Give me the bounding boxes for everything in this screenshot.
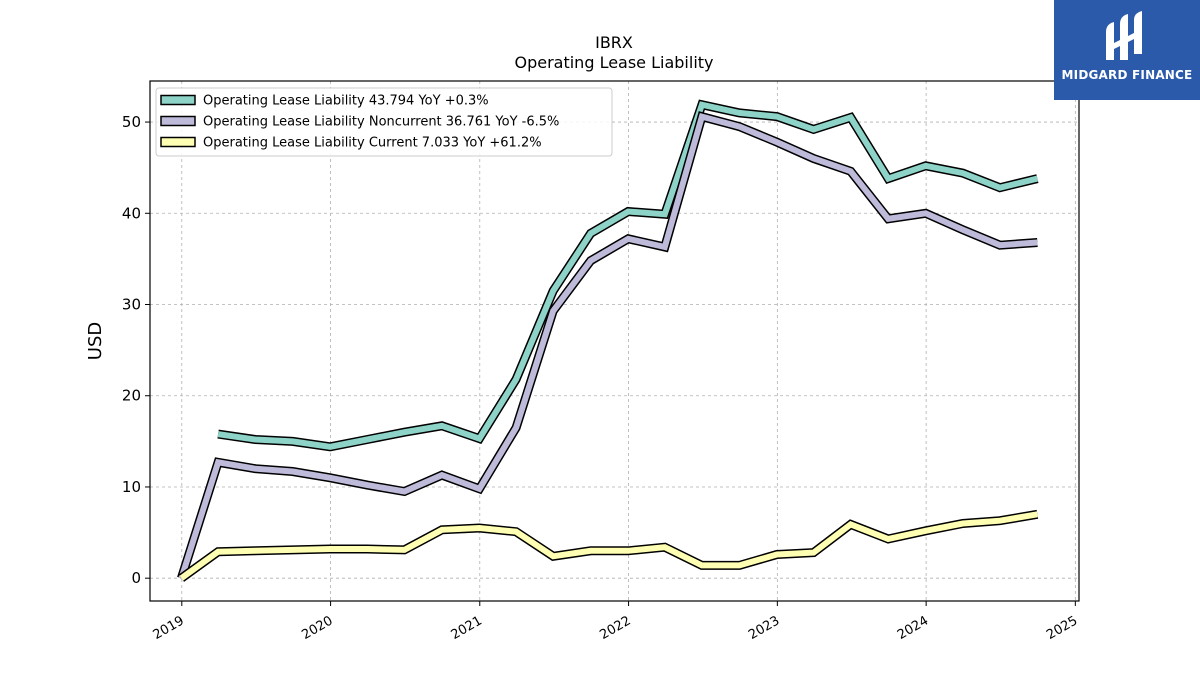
legend-label: Operating Lease Liability Current 7.033 … bbox=[203, 136, 542, 151]
grid-lines bbox=[150, 81, 1079, 601]
series-stroke bbox=[179, 511, 1038, 581]
y-tick-label: 40 bbox=[122, 204, 141, 222]
series-outline bbox=[178, 509, 1039, 582]
series-layer bbox=[177, 99, 1039, 582]
legend-label: Operating Lease Liability Noncurrent 36.… bbox=[203, 115, 559, 130]
series-line-1 bbox=[217, 99, 1039, 452]
y-tick-label: 0 bbox=[131, 569, 141, 587]
y-tick-label: 10 bbox=[122, 478, 141, 496]
legend-swatch bbox=[160, 94, 196, 106]
y-tick-label: 20 bbox=[122, 387, 141, 405]
legend: Operating Lease Liability 43.794 YoY +0.… bbox=[155, 87, 613, 157]
y-axis: 0 10 20 30 40 50 bbox=[122, 113, 150, 587]
series-line-3 bbox=[178, 509, 1039, 582]
logo-text: MIDGARD FINANCE bbox=[1061, 68, 1193, 82]
x-tick-label: 2024 bbox=[895, 613, 931, 643]
y-tick-label: 30 bbox=[122, 296, 141, 314]
midgard-finance-logo: MIDGARD FINANCE bbox=[1054, 0, 1200, 100]
series-stroke bbox=[217, 101, 1039, 450]
x-tick-label: 2020 bbox=[299, 613, 335, 643]
midgard-logo-icon bbox=[1106, 11, 1142, 60]
series-line-2 bbox=[177, 111, 1038, 580]
legend-label: Operating Lease Liability 43.794 YoY +0.… bbox=[203, 94, 489, 109]
y-tick-label: 50 bbox=[122, 113, 141, 131]
x-tick-label: 2021 bbox=[449, 613, 485, 643]
chart-subtitle: Operating Lease Liability bbox=[514, 53, 713, 72]
plot-frame bbox=[149, 80, 1080, 602]
x-tick-label: 2022 bbox=[597, 613, 633, 643]
x-tick-label: 2025 bbox=[1044, 613, 1080, 643]
x-tick-label: 2019 bbox=[151, 613, 187, 643]
legend-swatch bbox=[160, 136, 196, 148]
x-tick-label: 2023 bbox=[746, 613, 782, 643]
series-outline bbox=[177, 111, 1038, 580]
y-axis-label: USD bbox=[85, 322, 106, 360]
legend-box bbox=[155, 87, 613, 157]
chart-title: IBRX bbox=[595, 33, 633, 52]
legend-swatch bbox=[160, 115, 196, 127]
series-stroke bbox=[178, 112, 1038, 580]
x-axis: 2019 2020 2021 2022 2023 2024 2025 bbox=[151, 601, 1080, 643]
